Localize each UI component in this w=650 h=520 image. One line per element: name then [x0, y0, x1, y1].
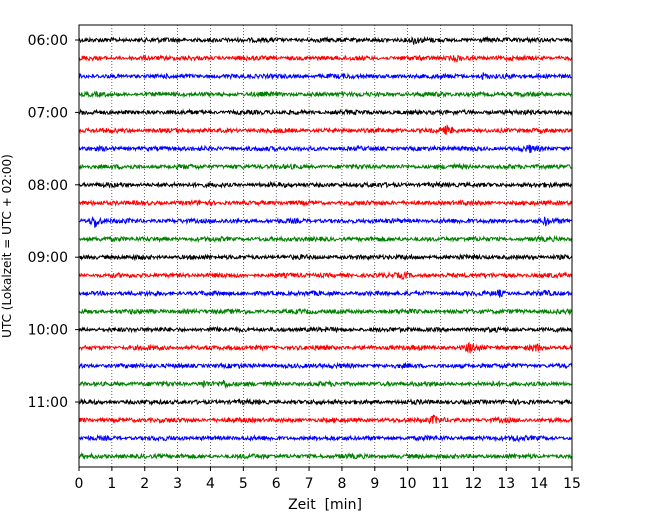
seismogram-trace — [78, 414, 573, 425]
x-axis: 0 1 2 3 4 5 6 7 8 9 10 11 12 13 14 15 — [75, 467, 581, 492]
seismogram-trace — [78, 270, 573, 281]
y-tick-label: 06:00 — [28, 33, 68, 49]
x-tick-label: 3 — [173, 476, 182, 492]
seismogram-trace — [78, 144, 573, 153]
x-tick-label: 6 — [272, 476, 281, 492]
seismogram-trace — [78, 72, 573, 81]
seismogram-trace — [78, 325, 573, 334]
seismogram-trace — [78, 180, 573, 189]
x-tick-label: 9 — [370, 476, 379, 492]
y-axis-label: UTC (Lokalzeit = UTC + 02:00) — [0, 154, 14, 338]
x-tick-label: 1 — [107, 476, 116, 492]
x-tick-label: 7 — [305, 476, 314, 492]
x-tick-label: 14 — [530, 476, 548, 492]
seismogram-trace — [78, 53, 573, 64]
x-tick-label: 11 — [432, 476, 450, 492]
x-tick-label: 4 — [206, 476, 215, 492]
y-tick-label: 09:00 — [28, 250, 68, 266]
y-tick-label: 08:00 — [28, 178, 68, 194]
seismogram-trace — [78, 433, 573, 444]
plot-frame — [78, 24, 573, 468]
x-tick-label: 10 — [399, 476, 417, 492]
x-tick-label: 0 — [75, 476, 84, 492]
seismogram-trace — [78, 307, 573, 316]
seismogram-trace — [78, 162, 573, 171]
seismogram-trace — [78, 379, 573, 389]
seismogram-trace — [78, 123, 573, 136]
seismogram-trace — [78, 234, 573, 244]
seismogram-traces — [78, 35, 573, 461]
x-tick-label: 12 — [464, 476, 482, 492]
y-axis: 06:00 07:00 08:00 09:00 10:00 11:00 — [28, 33, 79, 411]
x-tick-label: 5 — [239, 476, 248, 492]
seismogram-trace — [78, 35, 573, 45]
seismogram-trace — [78, 341, 573, 354]
seismogram-trace — [78, 108, 573, 117]
seismogram-trace — [78, 90, 573, 99]
seismogram-trace — [78, 215, 573, 228]
x-tick-label: 15 — [563, 476, 581, 492]
seismogram-trace — [78, 198, 573, 208]
seismogram-trace — [78, 361, 573, 370]
y-tick-label: 07:00 — [28, 105, 68, 121]
x-tick-label: 13 — [497, 476, 515, 492]
y-tick-label: 11:00 — [28, 395, 68, 411]
seismogram-trace — [78, 253, 573, 262]
seismogram-trace — [78, 397, 573, 407]
x-axis-label: Zeit [min] — [288, 497, 362, 513]
y-tick-label: 10:00 — [28, 323, 68, 339]
seismogram-trace — [78, 451, 573, 461]
seismogram-trace — [78, 289, 573, 298]
x-tick-label: 8 — [337, 476, 346, 492]
x-tick-label: 2 — [140, 476, 149, 492]
